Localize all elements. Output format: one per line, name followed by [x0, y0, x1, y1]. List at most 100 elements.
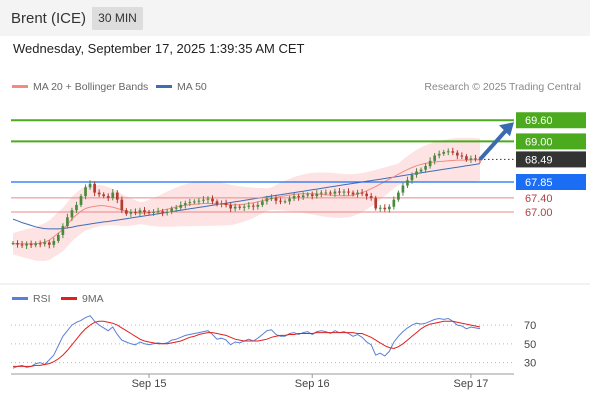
- candle-body: [242, 206, 246, 208]
- candle-body: [424, 166, 427, 170]
- candle-body: [460, 155, 464, 157]
- candle-body: [265, 198, 269, 202]
- x-tick-label: Sep 16: [295, 378, 330, 390]
- candle-body: [251, 205, 255, 207]
- candle-body: [297, 196, 300, 198]
- candle-body: [11, 243, 15, 245]
- level-label-support: 67.40: [525, 193, 553, 205]
- candle-body: [306, 194, 310, 196]
- candle-body: [143, 210, 146, 212]
- candle-body: [183, 203, 187, 205]
- ma50-legend-swatch: [156, 85, 172, 88]
- level-label-resistance: 69.60: [525, 115, 553, 127]
- rsi-tick-label: 50: [524, 339, 536, 351]
- candle-body: [147, 212, 151, 213]
- candle-body: [469, 158, 473, 160]
- candle-body: [247, 205, 251, 207]
- timeframe-button[interactable]: 30 MIN: [92, 7, 143, 30]
- candle-body: [437, 153, 441, 156]
- candle-body: [261, 201, 264, 205]
- candle-body: [270, 197, 273, 199]
- ma20-line: [13, 159, 480, 245]
- candle-body: [156, 211, 160, 213]
- candle-body: [129, 212, 133, 214]
- candle-body: [319, 192, 323, 194]
- rsi-legend-swatch: [12, 297, 28, 300]
- candle-body: [392, 199, 396, 207]
- candle-body: [356, 192, 359, 195]
- bollinger-fill: [13, 137, 480, 261]
- ma50-line: [12, 163, 481, 230]
- candle-body: [197, 200, 201, 202]
- forecast-arrow: [478, 122, 514, 161]
- candle-body: [347, 191, 350, 193]
- candle-body: [333, 191, 337, 194]
- rsi-tick-label: 30: [524, 358, 536, 370]
- candle-body: [34, 243, 38, 246]
- candle-body: [224, 203, 228, 205]
- candle-body: [115, 192, 119, 200]
- level-label-resistance: 69.00: [525, 136, 553, 148]
- candle-body: [406, 180, 409, 186]
- ma50-path: [12, 163, 481, 230]
- header-bar: Brent (ICE) 30 MIN: [0, 0, 590, 36]
- arrow-shaft: [478, 126, 510, 161]
- candle-body: [102, 194, 106, 197]
- candle-body: [70, 210, 74, 218]
- bollinger-band: [13, 137, 480, 261]
- rsi-legend: RSI 9MA: [12, 293, 104, 305]
- level-label-current: 68.49: [525, 154, 553, 166]
- candle-body: [365, 193, 368, 197]
- candle-body: [256, 204, 260, 207]
- candle-body: [152, 212, 155, 213]
- candle-body: [56, 234, 60, 241]
- level-badge-resistance: [516, 112, 586, 129]
- candle-body: [369, 196, 373, 198]
- candle-body: [324, 192, 328, 194]
- rsi-line: [12, 315, 481, 369]
- candle-body: [446, 151, 450, 153]
- candle-body: [29, 243, 33, 246]
- candle-body: [419, 169, 423, 172]
- candle-body: [25, 243, 28, 246]
- candlesticks: [11, 147, 482, 250]
- ma50-legend-label: MA 50: [177, 81, 207, 93]
- candle-body: [188, 202, 192, 204]
- candle-body: [478, 159, 482, 161]
- candle-body: [374, 197, 378, 209]
- candle-body: [428, 160, 432, 167]
- candle-body: [229, 204, 232, 209]
- candle-body: [451, 151, 455, 153]
- level-badge-resistance: [516, 133, 586, 150]
- candle-body: [455, 152, 459, 156]
- candle-body: [211, 198, 214, 202]
- candle-body: [279, 200, 282, 202]
- candle-body: [465, 156, 468, 160]
- timestamp: Wednesday, September 17, 2025 1:39:35 AM…: [13, 41, 305, 56]
- candle-body: [193, 201, 196, 203]
- candle-body: [120, 199, 124, 211]
- candle-body: [47, 242, 51, 245]
- level-badge-pivot: [516, 174, 586, 190]
- candle-body: [342, 191, 346, 193]
- arrow-head: [499, 122, 514, 137]
- candle-body: [283, 201, 287, 203]
- candle-body: [174, 207, 178, 209]
- level-label-support: 67.00: [525, 207, 553, 219]
- candle-body: [301, 195, 305, 198]
- candle-body: [410, 174, 414, 181]
- candle-body: [125, 210, 128, 214]
- candle-body: [66, 217, 69, 227]
- level-badge-current: [516, 151, 586, 168]
- candle-body: [433, 155, 437, 161]
- candle-body: [274, 197, 278, 201]
- candle-body: [288, 198, 291, 202]
- candle-body: [202, 199, 205, 201]
- candle-body: [233, 206, 237, 209]
- rsi-path: [12, 315, 481, 369]
- candle-body: [220, 203, 223, 205]
- candle-body: [238, 206, 242, 208]
- rsi-ma9-line: [13, 320, 481, 367]
